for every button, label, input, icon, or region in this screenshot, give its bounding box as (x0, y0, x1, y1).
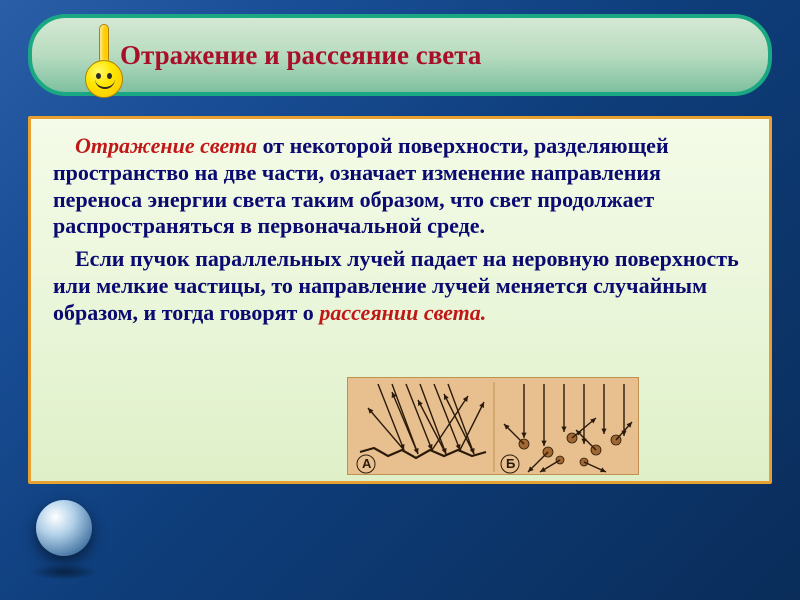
diagram-svg: АБ (348, 378, 640, 476)
paragraph-1: Отражение света от некоторой поверхности… (53, 133, 747, 240)
exclamation-smiley-icon (72, 24, 136, 100)
title-box: Отражение и рассеяние света (28, 14, 772, 96)
slide-title: Отражение и рассеяние света (120, 40, 481, 71)
paragraph-2: Если пучок параллельных лучей падает на … (53, 246, 747, 326)
svg-text:Б: Б (506, 456, 515, 471)
highlight-scattering: рассеянии света. (319, 300, 486, 325)
svg-text:А: А (362, 456, 372, 471)
globe-icon (16, 500, 112, 586)
reflection-scattering-diagram: АБ (347, 377, 639, 475)
content-box: Отражение света от некоторой поверхности… (28, 116, 772, 484)
highlight-reflection: Отражение света (75, 133, 257, 158)
